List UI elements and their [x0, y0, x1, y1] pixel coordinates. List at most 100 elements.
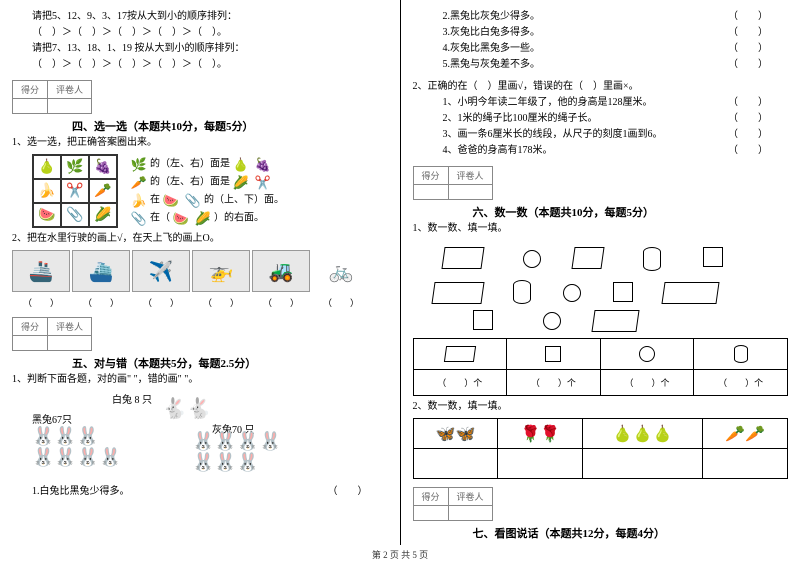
- item-icon: 🌽: [194, 210, 212, 226]
- fruit-cell: 🍐🍐🍐: [583, 419, 703, 449]
- grader-label: 评卷人: [48, 81, 92, 99]
- q6-2: 2、数一数，填一填。: [413, 400, 789, 414]
- section-5-title: 五、对与错（本题共5分，每题2.5分）: [72, 355, 388, 371]
- item-icon: 🍉: [172, 210, 190, 226]
- item-icon: 🍉: [162, 192, 180, 208]
- table-header-cuboid: [413, 339, 507, 370]
- grid-cell: 🌿: [61, 155, 89, 179]
- q4-2: 2、把在水里行驶的画上√，在天上飞的画上O。: [12, 232, 388, 246]
- vehicle-ship: 🚢: [12, 250, 70, 292]
- q5-1-4: 4.灰兔比黑兔多一些。（ ）: [443, 42, 789, 56]
- table-header-cylinder: [694, 339, 788, 370]
- left-column: 请把5、12、9、3、17按从大到小的顺序排列： （ ）＞（ ）＞（ ）＞（ ）…: [0, 0, 401, 545]
- score-label: 得分: [13, 81, 48, 99]
- sort1-answer: （ ）＞（ ）＞（ ）＞（ ）＞（ ）。: [32, 26, 388, 40]
- gray-rabbit-icon: 🐰🐰🐰🐰🐰🐰🐰: [192, 431, 282, 473]
- answer-paren: （ ）: [312, 296, 370, 309]
- score-box-4: 得分评卷人: [12, 80, 388, 114]
- item-icon: 🍐: [232, 156, 250, 172]
- fruit-count: [703, 449, 788, 479]
- q5-2-1: 1、小明今年读二年级了，他的身高是128厘米。（ ）: [443, 96, 789, 110]
- grid-cell: 🍐: [33, 155, 61, 179]
- fruit-cell: 🦋🦋: [413, 419, 498, 449]
- cuboid-shape: [661, 282, 719, 304]
- grid-cell: 🍇: [89, 155, 117, 179]
- item-icon: 📎: [130, 210, 148, 226]
- sphere-shape: [523, 250, 541, 268]
- item-icon: 🌽: [232, 174, 250, 190]
- cube-shape: [613, 282, 633, 302]
- white-rabbit-label: 白兔 8 只: [112, 391, 152, 406]
- cuboid-shape: [441, 247, 484, 269]
- sort2-answer: （ ）＞（ ）＞（ ）＞（ ）＞（ ）。: [32, 58, 388, 72]
- fruit-count: [583, 449, 703, 479]
- q5-1-1: 1.白兔比黑兔少得多。（ ）: [32, 485, 388, 499]
- q5-1-2: 2.黑兔比灰兔少得多。（ ）: [443, 10, 789, 24]
- fruit-table: 🦋🦋 🌹🌹 🍐🍐🍐 🥕🥕: [413, 418, 789, 479]
- item-icon: 🍌: [130, 192, 148, 208]
- count-cell: （ ）个: [413, 370, 507, 396]
- item-icon: 🍇: [254, 156, 272, 172]
- grid-cell: 📎: [61, 203, 89, 227]
- q5-2-3: 3、画一条6厘米长的线段，从尺子的刻度1画到6。（ ）: [443, 128, 789, 142]
- item-icon: 🥕: [130, 174, 148, 190]
- right-column: 2.黑兔比灰兔少得多。（ ） 3.灰兔比白兔多得多。（ ） 4.灰兔比黑兔多一些…: [401, 0, 800, 545]
- grader-label: 评卷人: [48, 318, 92, 336]
- shape-count-table: （ ）个 （ ）个 （ ）个 （ ）个: [413, 338, 789, 396]
- q4-1-content: 🍐🌿🍇 🍌✂️🥕 🍉📎🌽 🌿的（左、右）面是🍐🍇 🥕的（左、右）面是🌽✂️ 🍌在…: [32, 154, 388, 228]
- shapes-area: [413, 242, 789, 332]
- answer-paren: （ ）: [12, 296, 70, 309]
- cuboid-shape: [571, 247, 604, 269]
- fruit-count: [498, 449, 583, 479]
- cube-shape: [473, 310, 493, 330]
- grid-cell: 🍉: [33, 203, 61, 227]
- black-rabbit-icon: 🐰🐰🐰🐰🐰🐰🐰: [32, 426, 122, 468]
- count-cell: （ ）个: [694, 370, 788, 396]
- item-icon: 📎: [184, 192, 202, 208]
- cuboid-shape: [431, 282, 484, 304]
- answer-paren: （ ）: [72, 296, 130, 309]
- paren-row: （ ） （ ） （ ） （ ） （ ） （ ）: [12, 296, 388, 309]
- vehicle-roller: 🚜: [252, 250, 310, 292]
- count-cell: （ ）个: [507, 370, 601, 396]
- score-label: 得分: [413, 488, 448, 506]
- answer-paren: （ ）: [252, 296, 310, 309]
- q5-1-5: 5.黑兔与灰兔差不多。（ ）: [443, 58, 789, 72]
- item-grid: 🍐🌿🍇 🍌✂️🥕 🍉📎🌽: [32, 154, 118, 228]
- score-box-6: 得分评卷人: [413, 166, 789, 200]
- grid-cell: ✂️: [61, 179, 89, 203]
- section-7-title: 七、看图说话（本题共12分，每题4分）: [473, 525, 789, 541]
- q4-1-lines: 🌿的（左、右）面是🍐🍇 🥕的（左、右）面是🌽✂️ 🍌在🍉📎的（上、下）面。 📎在…: [128, 154, 284, 228]
- rabbit-diagram: 白兔 8 只 黑兔67只 灰兔70 只 🐇🐇 🐰🐰🐰🐰🐰🐰🐰 🐰🐰🐰🐰🐰🐰🐰: [12, 391, 388, 481]
- table-header-sphere: [600, 339, 694, 370]
- q5-1: 1、判断下面各题，对的画" "，错的画" "。: [12, 373, 388, 387]
- sort2-instruction: 请把7、13、18、1、19 按从大到小的顺序排列：: [32, 42, 388, 56]
- item-icon: ✂️: [254, 174, 272, 190]
- fruit-count: [413, 449, 498, 479]
- fruit-cell: 🥕🥕: [703, 419, 788, 449]
- sphere-shape: [543, 312, 561, 330]
- vehicle-plane: ✈️: [132, 250, 190, 292]
- answer-paren: （ ）: [132, 296, 190, 309]
- grader-label: 评卷人: [448, 488, 492, 506]
- item-icon: 🌿: [130, 156, 148, 172]
- answer-paren: （ ）: [192, 296, 250, 309]
- grader-label: 评卷人: [448, 167, 492, 185]
- count-cell: （ ）个: [600, 370, 694, 396]
- score-label: 得分: [13, 318, 48, 336]
- fruit-cell: 🌹🌹: [498, 419, 583, 449]
- grid-cell: 🥕: [89, 179, 117, 203]
- black-rabbit-label: 黑兔67只: [32, 411, 72, 426]
- rabbit-icon: 🐇🐇: [162, 396, 212, 421]
- table-header-cube: [507, 339, 601, 370]
- q4-1: 1、选一选，把正确答案圈出来。: [12, 136, 388, 150]
- section-6-title: 六、数一数（本题共10分，每题5分）: [473, 204, 789, 220]
- q5-2-2: 2、1米的绳子比100厘米的绳子长。（ ）: [443, 112, 789, 126]
- section-4-title: 四、选一选（本题共10分，每题5分）: [72, 118, 388, 134]
- vehicle-boat: ⛴️: [72, 250, 130, 292]
- sort1-instruction: 请把5、12、9、3、17按从大到小的顺序排列：: [32, 10, 388, 24]
- vehicle-helicopter: 🚁: [192, 250, 250, 292]
- cuboid-shape: [591, 310, 639, 332]
- score-box-7: 得分评卷人: [413, 487, 789, 521]
- sphere-shape: [563, 284, 581, 302]
